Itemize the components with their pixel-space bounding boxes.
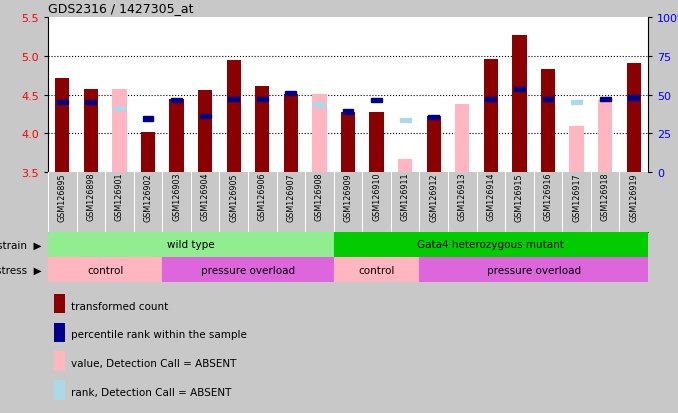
Bar: [314, 103, 325, 107]
Bar: [54, 323, 65, 342]
Text: control: control: [87, 265, 123, 275]
Bar: [142, 117, 153, 121]
Text: value, Detection Call = ABSENT: value, Detection Call = ABSENT: [71, 358, 236, 368]
Text: GDS2316 / 1427305_at: GDS2316 / 1427305_at: [48, 2, 193, 15]
Text: control: control: [359, 265, 395, 275]
Bar: [170, 100, 184, 173]
Bar: [226, 61, 241, 173]
Bar: [285, 92, 296, 96]
Bar: [542, 98, 553, 102]
Bar: [162, 257, 334, 282]
Text: wild type: wild type: [167, 240, 215, 250]
Bar: [483, 60, 498, 173]
Bar: [113, 90, 127, 173]
Bar: [114, 106, 125, 111]
Bar: [83, 90, 98, 173]
Bar: [541, 70, 555, 173]
Bar: [55, 79, 69, 173]
Bar: [571, 101, 582, 105]
Bar: [598, 101, 612, 173]
Text: percentile rank within the sample: percentile rank within the sample: [71, 330, 247, 339]
Bar: [513, 36, 527, 173]
Bar: [455, 104, 469, 173]
Bar: [171, 99, 182, 103]
Text: rank, Detection Call = ABSENT: rank, Detection Call = ABSENT: [71, 387, 231, 397]
Bar: [426, 117, 441, 173]
Bar: [626, 64, 641, 173]
Text: Gata4 heterozygous mutant: Gata4 heterozygous mutant: [418, 240, 564, 250]
Text: stress  ▶: stress ▶: [0, 265, 41, 275]
Bar: [54, 294, 65, 314]
Text: strain  ▶: strain ▶: [0, 240, 41, 250]
Bar: [341, 112, 355, 173]
Bar: [85, 101, 96, 105]
Bar: [54, 351, 65, 371]
Bar: [48, 257, 162, 282]
Bar: [200, 115, 211, 119]
Bar: [570, 126, 584, 173]
Text: pressure overload: pressure overload: [201, 265, 295, 275]
Bar: [141, 133, 155, 173]
Text: pressure overload: pressure overload: [487, 265, 581, 275]
Bar: [371, 99, 382, 103]
Bar: [400, 119, 411, 123]
Bar: [255, 87, 269, 173]
Bar: [198, 90, 212, 173]
Bar: [313, 95, 327, 173]
Bar: [342, 110, 353, 114]
Bar: [428, 116, 439, 120]
Bar: [334, 257, 420, 282]
Bar: [485, 98, 496, 102]
Bar: [398, 159, 412, 173]
Bar: [629, 96, 639, 100]
Text: transformed count: transformed count: [71, 301, 168, 311]
Bar: [228, 98, 239, 102]
Bar: [54, 380, 65, 400]
Bar: [48, 233, 334, 257]
Bar: [334, 233, 648, 257]
Bar: [257, 98, 268, 102]
Bar: [514, 88, 525, 92]
Bar: [370, 112, 384, 173]
Bar: [283, 95, 298, 173]
Bar: [57, 101, 68, 105]
Bar: [420, 257, 648, 282]
Bar: [600, 98, 611, 102]
